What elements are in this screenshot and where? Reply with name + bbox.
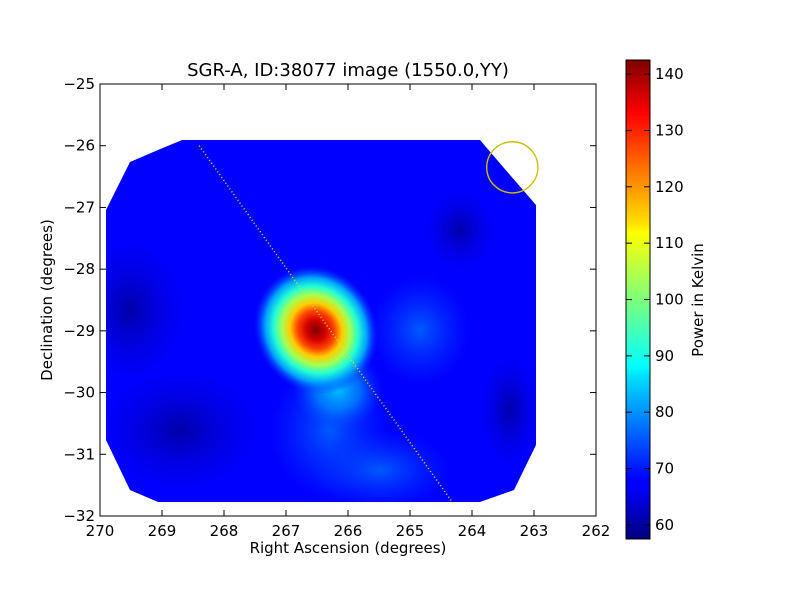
- colorbar-tick-label: 100: [655, 291, 684, 309]
- heatmap-mid-region: [370, 275, 470, 385]
- colorbar-label: Power in Kelvin: [689, 243, 707, 357]
- x-tick-label: 266: [334, 522, 363, 540]
- x-axis-ticks: 270 269 268 267 266 265 264 263 262: [86, 84, 611, 540]
- colorbar-tick-label: 140: [655, 65, 684, 83]
- x-tick-label: 267: [272, 522, 301, 540]
- colorbar-tick-label: 60: [655, 516, 674, 534]
- colorbar-tick-label: 120: [655, 178, 684, 196]
- x-tick-label: 263: [520, 522, 549, 540]
- heatmap-dark-region: [106, 370, 260, 490]
- x-tick-label: 265: [396, 522, 425, 540]
- x-axis-label: Right Ascension (degrees): [250, 539, 447, 557]
- y-tick-label: −30: [63, 384, 95, 402]
- y-tick-label: −32: [63, 507, 95, 525]
- colorbar-tick-label: 110: [655, 234, 684, 252]
- heatmap-mid-region: [310, 430, 450, 502]
- colorbar-tick-label: 80: [655, 403, 674, 421]
- y-axis-ticks: −25 −26 −27 −28 −29 −30 −31 −32: [63, 75, 596, 525]
- colorbar-tick-label: 90: [655, 347, 674, 365]
- colorbar-ticks: 60 70 80 90 100 110 120 130 140: [626, 65, 684, 534]
- y-tick-label: −28: [63, 260, 95, 278]
- y-tick-label: −25: [63, 75, 95, 93]
- x-tick-label: 270: [86, 522, 115, 540]
- y-tick-label: −29: [63, 322, 95, 340]
- heatmap-image: [106, 140, 536, 502]
- heatmap-dark-region: [480, 355, 536, 465]
- y-tick-label: −26: [63, 137, 95, 155]
- x-tick-label: 269: [148, 522, 177, 540]
- x-tick-label: 262: [582, 522, 611, 540]
- colorbar-tick-label: 130: [655, 121, 684, 139]
- heatmap-dark-region: [425, 190, 495, 270]
- peak-source: [253, 265, 379, 395]
- y-axis-label: Declination (degrees): [38, 219, 56, 381]
- chart-title: SGR-A, ID:38077 image (1550.0,YY): [187, 60, 509, 81]
- marker-circle: [486, 141, 539, 194]
- y-tick-label: −27: [63, 198, 95, 216]
- x-tick-label: 264: [458, 522, 487, 540]
- x-tick-label: 268: [210, 522, 239, 540]
- heatmap-dark-region: [106, 240, 185, 380]
- y-tick-label: −31: [63, 445, 95, 463]
- colorbar-tick-label: 70: [655, 460, 674, 478]
